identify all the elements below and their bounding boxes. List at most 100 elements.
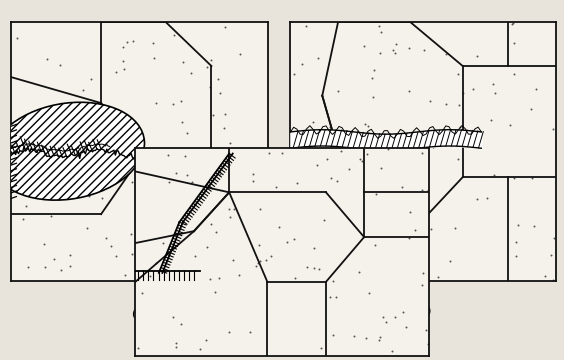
Point: [169, 102, 178, 107]
Point: [182, 145, 191, 150]
Point: [326, 124, 335, 130]
Point: [195, 346, 204, 352]
Point: [298, 61, 307, 67]
Point: [418, 232, 427, 238]
Point: [178, 209, 187, 215]
Point: [248, 179, 257, 184]
Point: [151, 261, 160, 266]
Point: [332, 294, 341, 300]
Point: [337, 148, 346, 154]
Point: [360, 122, 369, 127]
Point: [512, 239, 521, 245]
Point: [206, 57, 215, 63]
Point: [31, 124, 40, 130]
Point: [458, 90, 467, 95]
Point: [165, 179, 174, 184]
Point: [248, 171, 257, 177]
Point: [368, 94, 377, 100]
Point: [316, 345, 325, 351]
Point: [255, 206, 264, 211]
Point: [390, 50, 399, 55]
Point: [188, 242, 197, 247]
Point: [121, 273, 130, 278]
Point: [235, 272, 244, 278]
Point: [213, 76, 222, 82]
Point: [483, 195, 492, 201]
Point: [15, 139, 24, 145]
Point: [202, 64, 211, 70]
Point: [43, 56, 52, 62]
Ellipse shape: [0, 102, 144, 200]
Point: [214, 275, 223, 281]
Point: [58, 158, 67, 164]
Point: [327, 175, 336, 181]
Point: [255, 258, 265, 264]
Point: [164, 152, 173, 158]
Point: [18, 217, 27, 222]
Point: [387, 348, 396, 354]
Point: [82, 225, 91, 231]
Point: [414, 143, 423, 149]
Point: [451, 225, 460, 231]
Point: [90, 181, 99, 187]
Point: [127, 180, 136, 185]
Point: [526, 106, 535, 112]
Point: [391, 41, 400, 47]
Point: [283, 240, 292, 246]
Point: [491, 90, 500, 96]
Point: [333, 88, 342, 94]
Point: [221, 24, 230, 30]
Point: [332, 184, 341, 190]
Point: [219, 125, 228, 130]
Point: [389, 47, 398, 53]
Point: [218, 248, 227, 254]
Point: [454, 71, 463, 77]
Point: [453, 156, 462, 162]
Point: [405, 89, 414, 94]
Point: [119, 44, 128, 50]
Point: [23, 264, 32, 270]
Point: [46, 213, 55, 219]
Point: [221, 111, 230, 117]
Point: [215, 90, 224, 95]
Point: [127, 252, 136, 257]
Point: [376, 50, 385, 56]
Point: [22, 203, 31, 209]
Point: [65, 252, 74, 258]
Point: [512, 253, 521, 259]
Point: [420, 47, 429, 53]
Point: [183, 172, 192, 178]
Point: [293, 144, 302, 150]
Point: [310, 245, 319, 251]
Point: [368, 75, 377, 81]
Point: [112, 69, 121, 75]
Point: [527, 176, 536, 181]
Point: [290, 236, 299, 242]
Point: [472, 54, 481, 59]
Point: [358, 158, 367, 164]
Point: [429, 145, 438, 150]
Point: [374, 23, 384, 28]
Point: [303, 264, 312, 270]
Point: [209, 198, 218, 203]
Point: [372, 191, 381, 197]
Point: [325, 294, 334, 300]
Point: [275, 224, 284, 230]
Point: [383, 146, 392, 152]
Point: [378, 314, 387, 320]
Point: [171, 170, 180, 176]
Point: [329, 233, 338, 239]
Point: [505, 122, 514, 128]
Point: [150, 153, 159, 159]
Point: [529, 223, 538, 229]
Point: [256, 147, 265, 153]
Point: [329, 332, 338, 338]
Point: [224, 206, 233, 212]
Point: [225, 329, 234, 334]
Point: [365, 291, 374, 296]
Point: [347, 273, 356, 279]
Point: [230, 206, 239, 212]
Point: [360, 44, 369, 49]
Point: [404, 235, 413, 241]
Point: [186, 261, 195, 266]
